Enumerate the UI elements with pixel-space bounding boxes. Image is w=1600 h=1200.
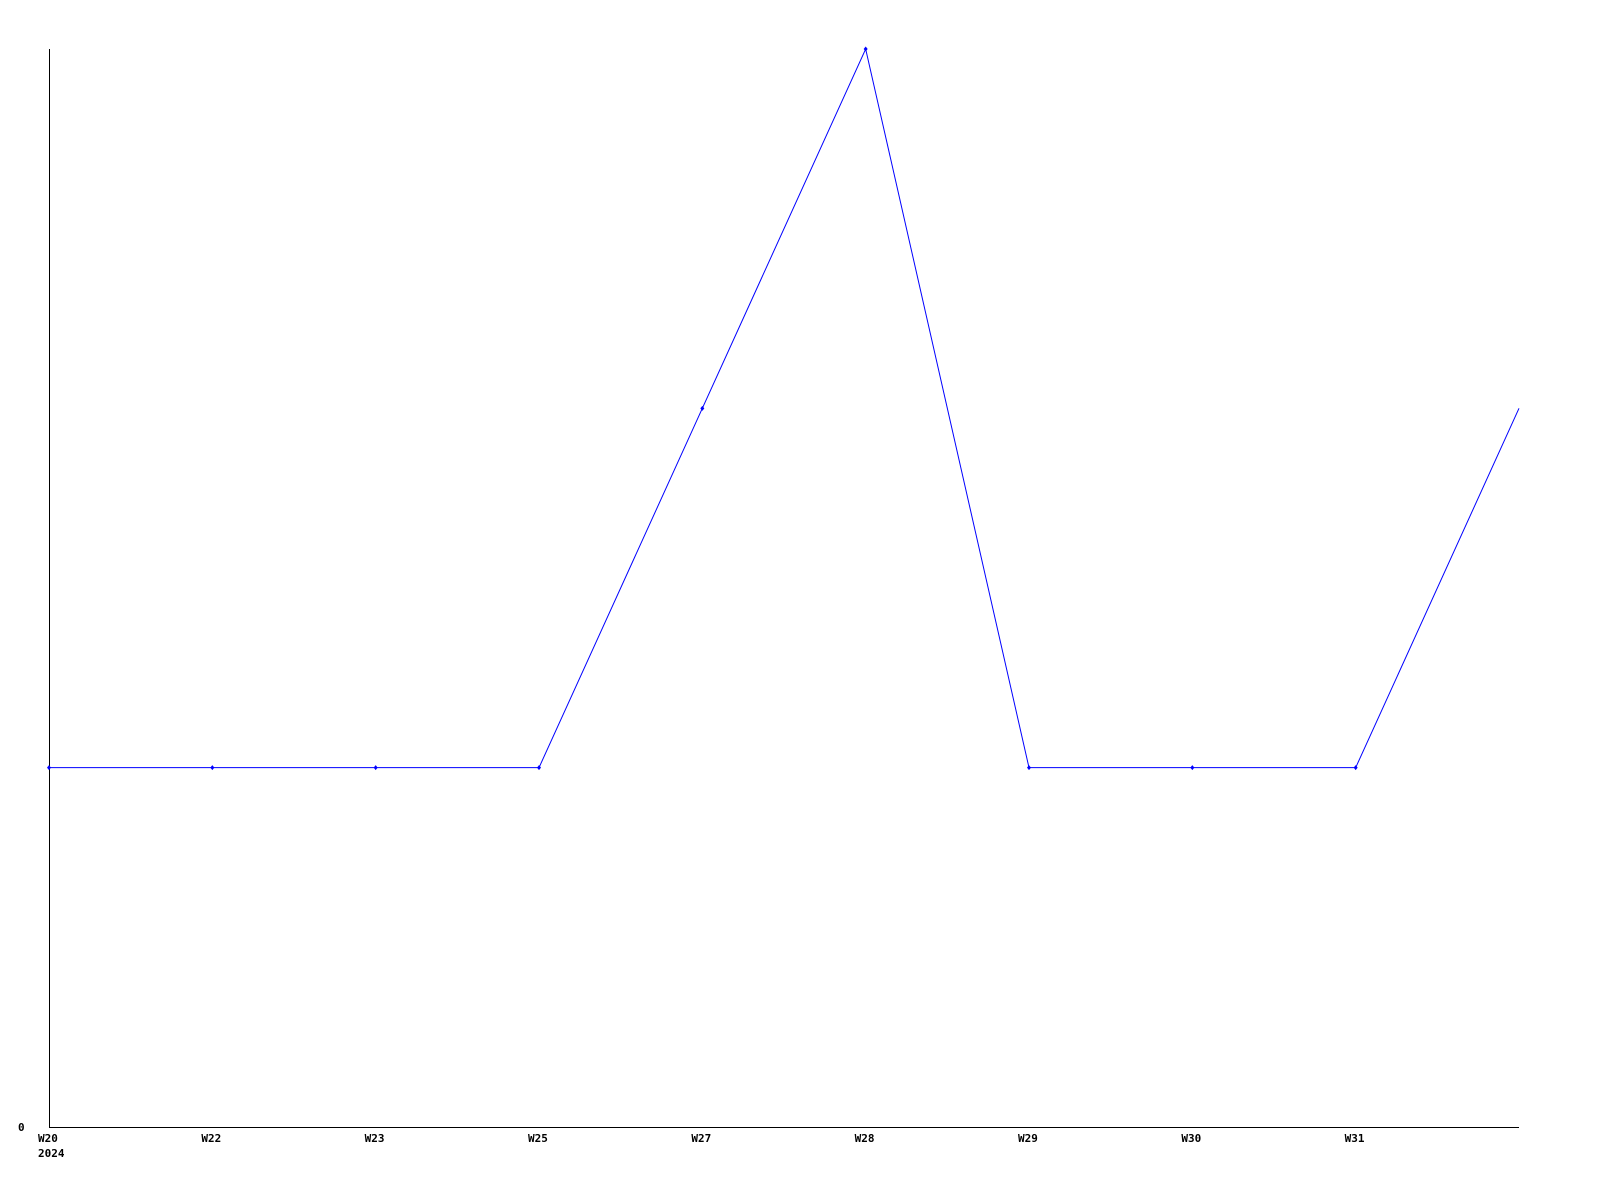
data-point [373,765,378,771]
data-point [210,765,215,771]
x-year-label: 2024 [38,1147,65,1160]
x-tick-label: W25 [528,1132,548,1145]
y-tick-label-0: 0 [18,1121,25,1134]
x-tick-label: W30 [1181,1132,1201,1145]
data-point [1353,765,1358,771]
data-point [1027,765,1031,771]
x-tick-label: W27 [691,1132,711,1145]
x-tick-label: W31 [1345,1132,1365,1145]
x-tick-labels: W20 W22 W23 W25 W27 W28 W29 W30 W31 [38,1132,1365,1145]
series-group [47,46,1520,771]
series-line [49,47,1520,769]
data-point [700,405,705,411]
data-point [537,765,541,771]
x-tick-label: W22 [201,1132,221,1145]
data-point [47,765,51,771]
data-point [863,46,868,52]
data-point [1190,765,1195,771]
x-tick-label: W29 [1018,1132,1038,1145]
axes [49,49,1519,1128]
x-tick-label: W23 [365,1132,385,1145]
x-tick-label: W28 [855,1132,875,1145]
x-tick-label: W20 [38,1132,58,1145]
